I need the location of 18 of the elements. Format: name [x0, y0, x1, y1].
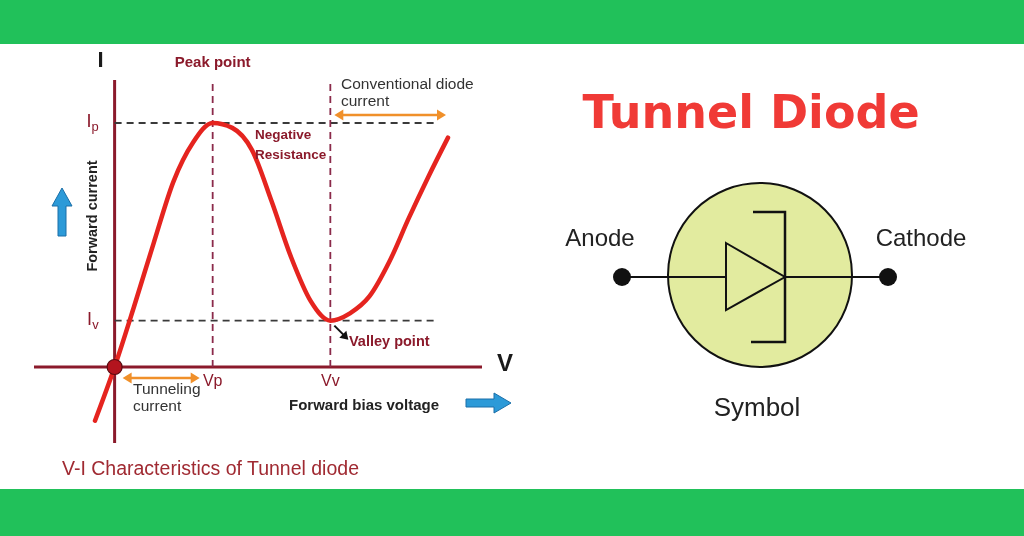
- x-tick-label: Vv: [321, 372, 340, 389]
- x-tick-label: Vp: [202, 372, 223, 389]
- y-axis-title: I: [97, 47, 104, 72]
- ref-line-label: I$_{p}$: [86, 111, 99, 135]
- x-axis-title: V: [497, 349, 514, 376]
- ref-line-label: I$_{v}$: [87, 308, 100, 332]
- text: Tunnel Diode: [582, 85, 920, 139]
- annotation: Forward current: [84, 160, 100, 272]
- text: V-I Characteristics of Tunnel diode: [62, 457, 359, 479]
- text: Conventional diode current: [341, 75, 474, 109]
- annotation: Valley point: [349, 333, 430, 349]
- annotation: Negative Resistance: [255, 127, 327, 162]
- annotation: Tunneling current: [133, 380, 201, 414]
- annotation: Forward bias voltage: [289, 396, 440, 413]
- ref-line-label: Peak point: [174, 53, 251, 70]
- text: Anode: [565, 224, 635, 251]
- text: Symbol: [713, 392, 801, 422]
- text: Cathode: [875, 224, 967, 251]
